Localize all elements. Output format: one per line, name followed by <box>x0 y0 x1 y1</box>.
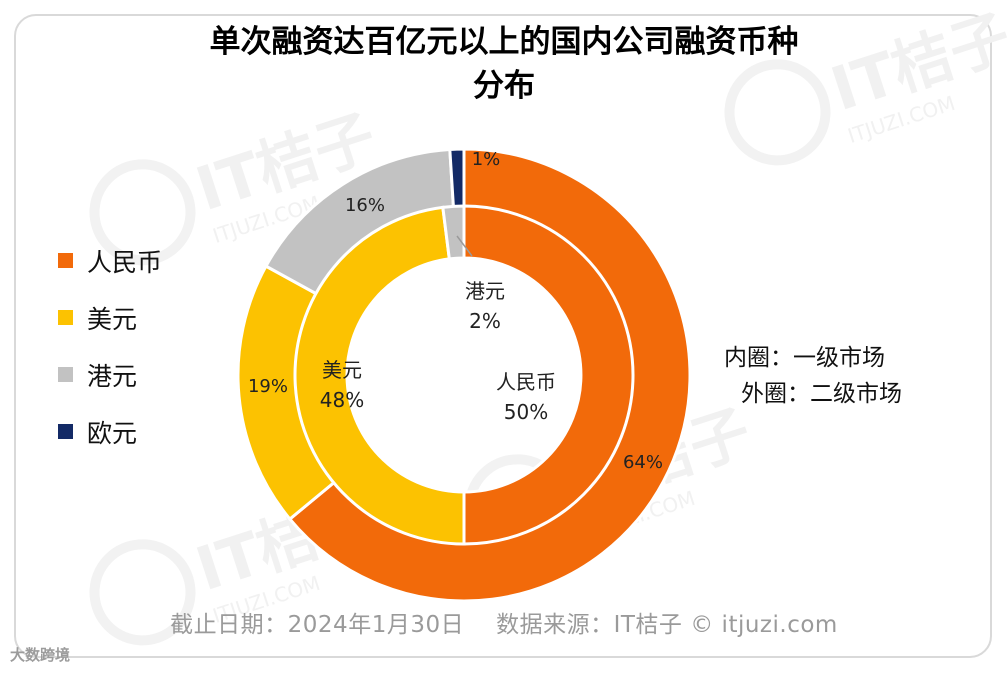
inner-ring-slice-hkd <box>441 204 466 261</box>
legend-swatch-hkd <box>58 367 73 382</box>
inner-label-usd-value: 48% <box>320 388 364 412</box>
legend-swatch-eur <box>58 424 73 439</box>
inner-label-usd-name: 美元 <box>322 358 362 382</box>
ring-note: 内圈：一级市场 外圈：二级市场 <box>724 340 902 412</box>
inner-ring-slice-usd <box>293 205 466 546</box>
outer-ring-note: 外圈：二级市场 <box>741 381 902 407</box>
chart-title-line-2: 分布 <box>473 68 535 104</box>
legend: 人民币 美元 港元 欧元 <box>58 232 162 460</box>
inner-label-rmb-name: 人民币 <box>496 370 556 394</box>
legend-label: 欧元 <box>87 418 138 448</box>
legend-label: 美元 <box>87 304 138 334</box>
legend-item: 港元 <box>58 346 162 403</box>
outer-ring-slice-eur <box>448 147 466 214</box>
inner-ring-slice-rmb <box>462 204 635 546</box>
footer: 截止日期：2024年1月30日 数据来源：IT桔子 © itjuzi.com <box>0 605 1008 639</box>
corner-watermark: 大数跨境 <box>10 646 71 664</box>
legend-label: 港元 <box>87 361 138 391</box>
inner-label-hkd-value: 2% <box>469 309 501 333</box>
legend-label: 人民币 <box>87 247 163 277</box>
chart-title: 单次融资达百亿元以上的国内公司融资币种 分布 <box>0 20 1008 108</box>
footer-date: 截止日期：2024年1月30日 <box>170 612 465 638</box>
legend-item: 欧元 <box>58 403 162 460</box>
inner-ring-note: 内圈：一级市场 <box>724 345 885 371</box>
inner-ring <box>293 204 635 546</box>
outer-label-usd: 19% <box>248 376 288 397</box>
hkd-leader-line <box>456 235 473 257</box>
footer-source: 数据来源：IT桔子 © itjuzi.com <box>496 612 838 638</box>
inner-label-rmb-value: 50% <box>504 400 548 424</box>
outer-label-rmb: 64% <box>623 452 663 473</box>
legend-item: 美元 <box>58 289 162 346</box>
outer-label-hkd: 16% <box>345 195 385 216</box>
chart-title-line-1: 单次融资达百亿元以上的国内公司融资币种 <box>209 24 799 60</box>
data-labels: 64% 19% 16% 1% 人民币 50% 美元 48% 港元 2% <box>248 149 663 473</box>
legend-item: 人民币 <box>58 232 162 289</box>
legend-swatch-rmb <box>58 253 73 268</box>
inner-label-hkd-name: 港元 <box>465 279 505 303</box>
outer-label-eur: 1% <box>472 149 501 170</box>
legend-swatch-usd <box>58 310 73 325</box>
